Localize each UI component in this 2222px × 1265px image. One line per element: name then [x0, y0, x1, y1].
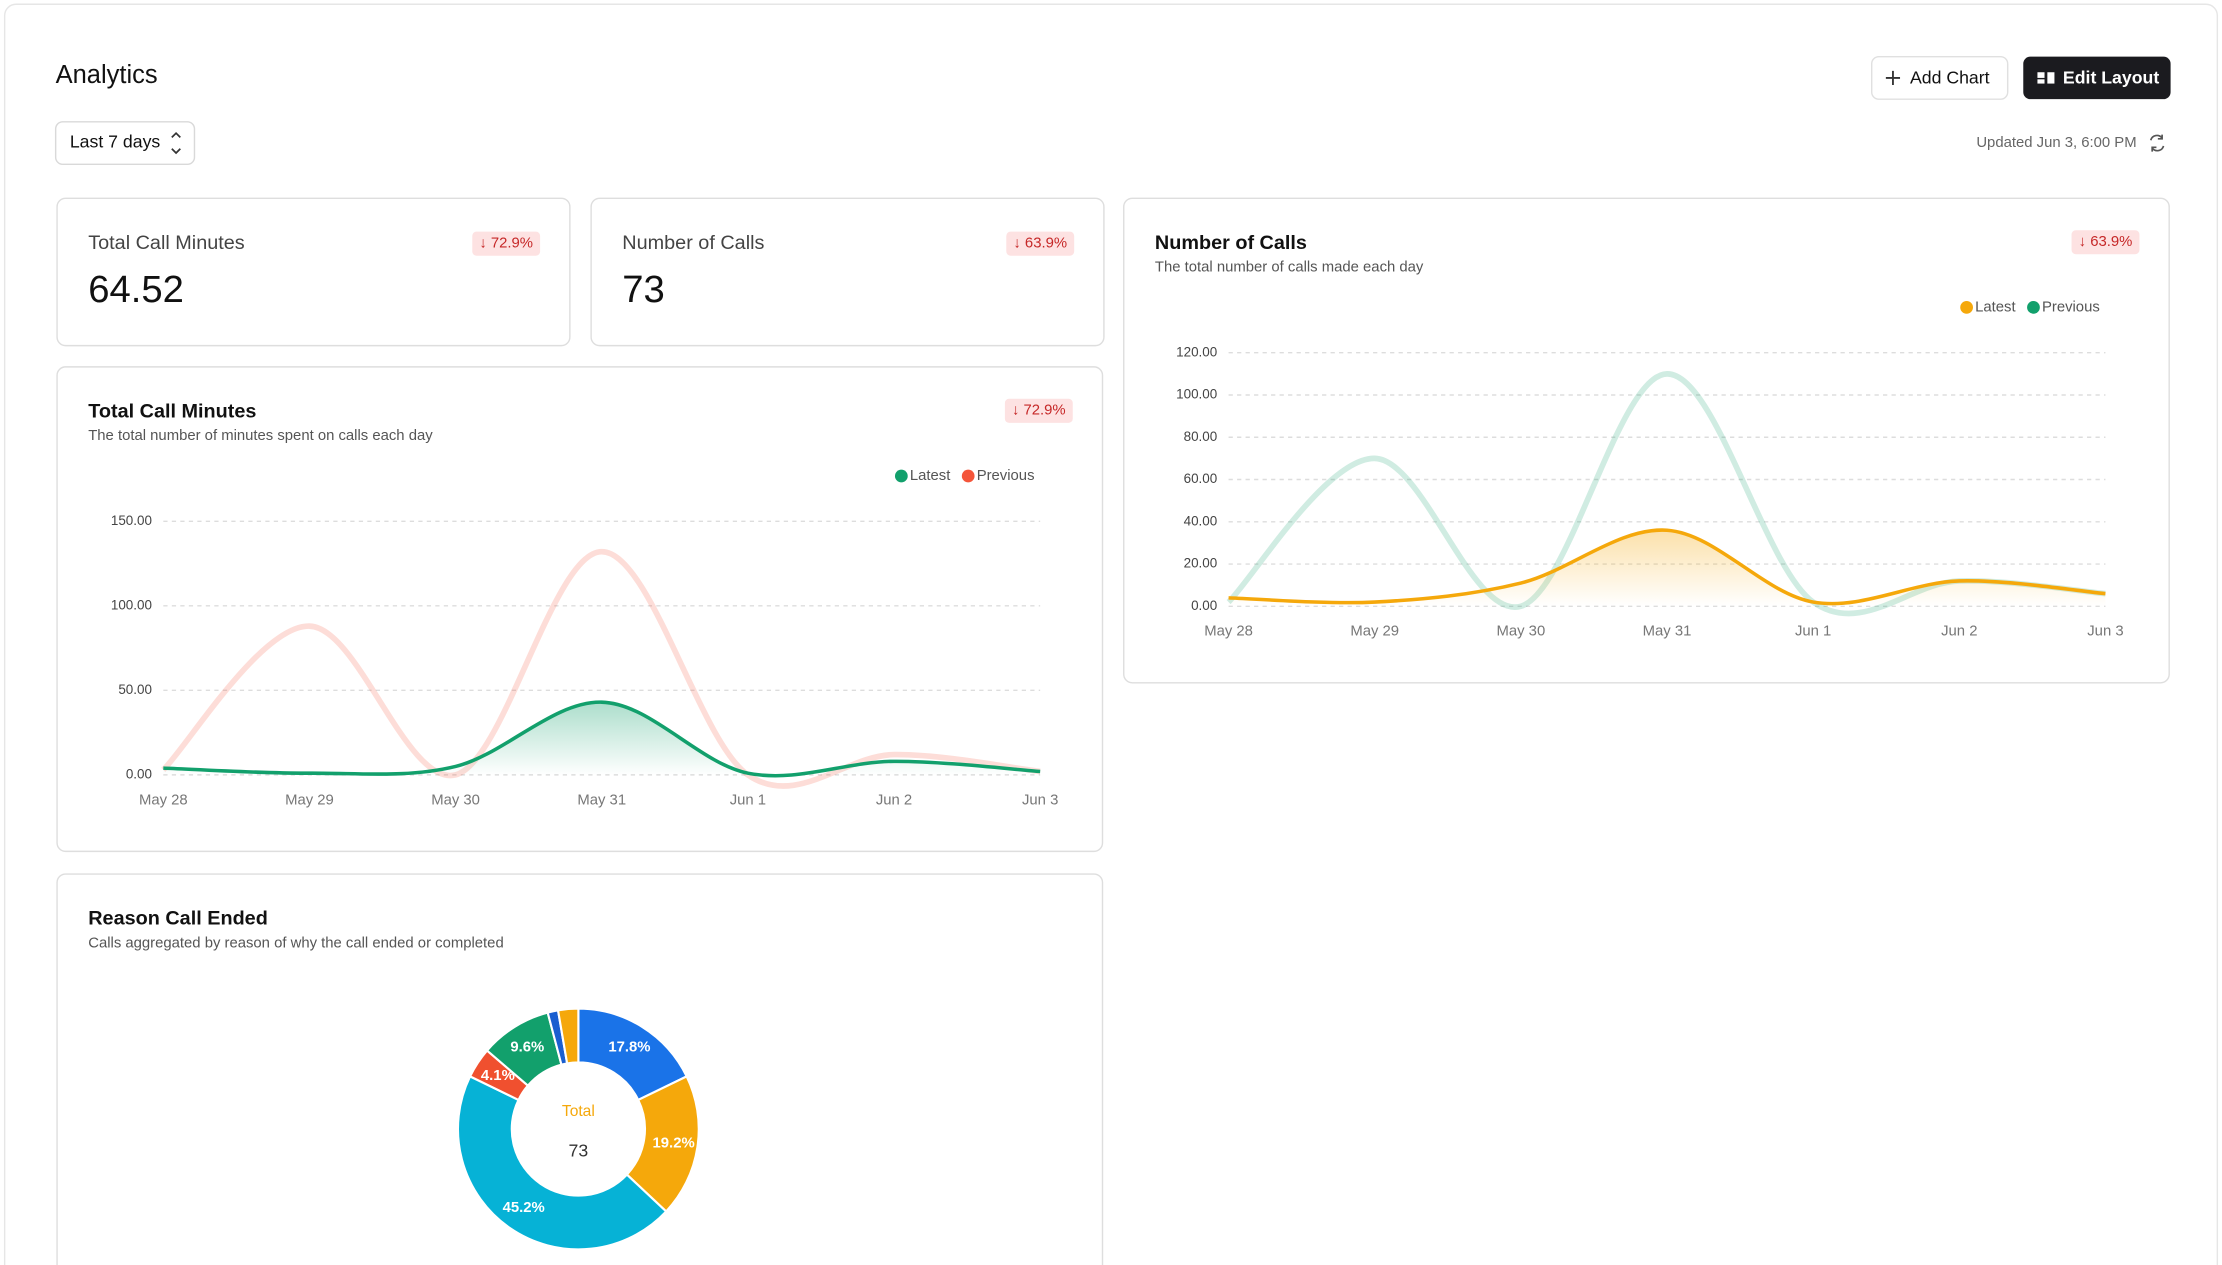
change-badge — [472, 231, 541, 256]
series-line — [161, 548, 1041, 789]
x-tick-label: Jun 1 — [730, 792, 766, 808]
series-line — [163, 700, 1041, 778]
x-tick-label: May 30 — [431, 792, 480, 808]
x-tick-label: May 29 — [285, 792, 334, 808]
stat-title: Total Call Minutes — [88, 232, 245, 254]
x-tick-label: Jun 3 — [1022, 792, 1058, 808]
y-tick-label: 100.00 — [1176, 387, 1217, 402]
y-tick-label: 120.00 — [1176, 344, 1217, 359]
change-badge-text: ↓ 63.9% — [1013, 236, 1067, 252]
chart-subtitle: The total number of minutes spent on cal… — [88, 428, 433, 444]
chart-subtitle: Calls aggregated by reason of why the ca… — [88, 935, 503, 951]
donut-slice — [556, 1007, 580, 1065]
y-tick-label: 0.00 — [126, 766, 152, 781]
y-tick-label: 80.00 — [1184, 429, 1218, 444]
change-badge — [1006, 231, 1075, 256]
card — [56, 366, 1104, 853]
legend-dot — [894, 469, 908, 483]
refresh-icon[interactable] — [2149, 134, 2165, 152]
date-select[interactable]: Last 7 days — [54, 121, 196, 166]
y-tick-label: 40.00 — [1184, 513, 1218, 528]
x-tick-label: May 28 — [1204, 624, 1253, 640]
legend-dot — [2027, 301, 2040, 314]
card — [56, 197, 571, 347]
chart-title: Number of Calls — [1155, 232, 1307, 254]
legend-label: Latest — [1975, 299, 2016, 315]
donut-label: 4.1% — [481, 1068, 515, 1084]
change-badge-text: ↓ 72.9% — [1012, 403, 1066, 419]
card — [1123, 197, 2170, 684]
x-tick-label: Jun 3 — [2087, 624, 2123, 640]
x-tick-label: Jun 2 — [876, 792, 912, 808]
series-area — [163, 702, 1041, 776]
donut-label: 9.6% — [510, 1039, 544, 1055]
add-chart-text: Add Chart — [1910, 67, 1990, 87]
x-tick-label: May 30 — [1496, 624, 1545, 640]
x-tick-label: May 28 — [139, 792, 188, 808]
x-tick-label: Jun 1 — [1795, 624, 1831, 640]
donut-label: 17.8% — [608, 1039, 650, 1055]
legend-label: Latest — [910, 468, 951, 484]
page-title: Analytics — [56, 61, 158, 89]
change-badge-text: ↓ 63.9% — [2079, 234, 2133, 250]
legend-dot — [961, 469, 975, 483]
y-tick-label: 100.00 — [111, 597, 152, 612]
legend-label: Previous — [977, 468, 1035, 484]
legend-label: Previous — [2042, 299, 2100, 315]
donut-label: 19.2% — [653, 1135, 695, 1151]
donut-center-label: Total — [562, 1103, 595, 1120]
change-badge — [1004, 398, 1073, 423]
x-tick-label: May 31 — [1643, 624, 1692, 640]
donut-center-value: 73 — [569, 1140, 589, 1160]
change-badge-text: ↓ 72.9% — [479, 236, 533, 252]
stat-value: 73 — [622, 268, 665, 311]
x-tick-label: May 29 — [1350, 624, 1399, 640]
y-tick-label: 60.00 — [1184, 471, 1218, 486]
series-area — [1228, 530, 2106, 607]
y-tick-label: 0.00 — [1191, 598, 1217, 613]
change-badge — [2071, 230, 2140, 255]
donut-slice — [456, 1074, 668, 1251]
chart-title: Total Call Minutes — [88, 400, 256, 422]
x-tick-label: Jun 2 — [1941, 624, 1977, 640]
stat-value: 64.52 — [88, 268, 184, 311]
edit-layout-button[interactable]: Edit Layout — [2023, 56, 2171, 100]
series-line — [1228, 528, 2106, 606]
edit-layout-text: Edit Layout — [2063, 67, 2159, 87]
stat-title: Number of Calls — [622, 232, 764, 254]
card — [590, 197, 1105, 347]
date-select-text: Last 7 days — [70, 132, 161, 152]
x-tick-label: May 31 — [577, 792, 626, 808]
donut-label: 45.2% — [503, 1200, 545, 1216]
card — [56, 873, 1104, 1265]
add-chart-button[interactable]: Add Chart — [1870, 55, 2009, 100]
legend-dot — [1960, 301, 1973, 314]
chart-title: Reason Call Ended — [88, 908, 268, 930]
y-tick-label: 20.00 — [1184, 556, 1218, 571]
chart-subtitle: The total number of calls made each day — [1155, 260, 1424, 276]
y-tick-label: 50.00 — [118, 682, 152, 697]
y-tick-label: 150.00 — [111, 513, 152, 528]
updated-text: Updated Jun 3, 6:00 PM — [1976, 135, 2136, 151]
